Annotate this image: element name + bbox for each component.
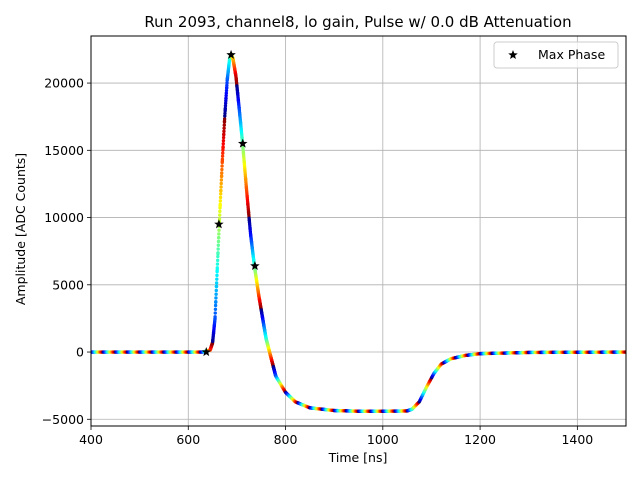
max-phase-star	[237, 138, 248, 148]
x-tick-label: 1400	[561, 432, 593, 447]
pulse-dot	[221, 135, 226, 140]
y-axis-ticks: −5000 0 5000 10000 15000 20000	[42, 76, 91, 427]
pulse-dot	[220, 167, 224, 172]
pulse-dot	[217, 228, 221, 232]
pulse-dot	[217, 232, 221, 236]
pulse-dot	[215, 273, 219, 278]
pulse-dot	[220, 154, 225, 158]
pulse-dot	[218, 202, 222, 207]
pulse-dot	[221, 138, 226, 143]
pulse-dot	[219, 181, 223, 186]
pulse-dot	[213, 303, 218, 308]
pulse-dot	[214, 292, 218, 296]
y-tick-label: 10000	[44, 210, 84, 225]
pulse-dot	[223, 111, 227, 116]
pulse-dot	[215, 266, 220, 270]
pulse-dot	[224, 88, 229, 93]
x-axis-label: Time [ns]	[328, 450, 388, 465]
max-phase-star	[214, 219, 224, 229]
pulse-dot	[216, 239, 221, 244]
max-phase-markers	[201, 49, 260, 357]
pulse-dot	[223, 104, 228, 108]
pulse-dot	[224, 91, 229, 95]
pulse-dot	[219, 192, 223, 196]
pulse-dot	[215, 277, 219, 281]
y-tick-label: 15000	[44, 143, 84, 158]
pulse-dot	[216, 247, 220, 251]
pulse-dots	[91, 52, 626, 413]
pulse-dot	[218, 199, 223, 203]
pulse-dot	[222, 129, 226, 134]
pulse-dot	[220, 171, 224, 175]
pulse-dot	[222, 132, 226, 137]
max-phase-star	[226, 49, 236, 59]
pulse-dot	[213, 311, 217, 315]
pulse-dot	[216, 243, 221, 247]
plot-frame	[90, 35, 627, 427]
pulse-dot	[214, 284, 219, 288]
pulse-dot	[222, 117, 227, 121]
pulse-dot	[214, 296, 218, 300]
chart-title: Run 2093, channel8, lo gain, Pulse w/ 0.…	[144, 13, 571, 31]
pulse-dot	[216, 254, 220, 259]
pulse-dot-group	[91, 52, 626, 413]
pulse-dot	[220, 157, 225, 161]
x-axis-ticks: 400 600 800 1000 1200 1400	[79, 426, 593, 447]
pulse-dot	[224, 93, 228, 98]
legend: Max Phase	[493, 41, 619, 69]
pulse-dot	[220, 164, 224, 168]
pulse-dot	[222, 126, 226, 130]
pulse-dot	[217, 213, 222, 217]
pulse-dot	[213, 307, 218, 311]
pulse-dot	[215, 262, 220, 266]
pulse-dot	[225, 81, 229, 85]
pulse-dot	[219, 178, 224, 182]
pulse-dot	[225, 83, 229, 88]
max-phase-star	[201, 347, 212, 357]
pulse-dot	[216, 251, 220, 255]
pulse-dot	[214, 281, 219, 285]
y-axis-label: Amplitude [ADC Counts]	[13, 153, 28, 305]
pulse-dot	[218, 209, 222, 214]
y-tick-label: −5000	[42, 412, 84, 427]
grid	[90, 36, 626, 426]
pulse-dot	[213, 315, 217, 319]
pulse-dot	[223, 114, 227, 118]
pulse-dot	[224, 96, 228, 100]
legend-entry-max-phase: Max Phase	[538, 47, 605, 62]
pulse-dot	[216, 236, 221, 240]
x-tick-label: 600	[176, 432, 200, 447]
x-tick-label: 800	[274, 432, 298, 447]
pulse-dot	[218, 195, 223, 200]
y-tick-label: 20000	[44, 76, 84, 91]
legend-star-icon	[508, 50, 518, 60]
pulse-dot	[219, 188, 223, 193]
pulse-dot	[214, 288, 218, 293]
pulse-dot	[217, 217, 222, 221]
pulse-dot	[223, 101, 228, 105]
pulse-dot	[222, 123, 226, 127]
pulse-dot	[214, 300, 218, 304]
max-phase-star	[250, 260, 260, 271]
pulse-dot	[221, 151, 225, 155]
y-tick-label: 5000	[52, 277, 84, 292]
y-tick-label: 0	[76, 345, 84, 360]
pulse-dot	[223, 106, 228, 111]
x-tick-label: 1000	[367, 432, 399, 447]
pulse-dot	[221, 145, 225, 149]
x-tick-label: 1200	[464, 432, 496, 447]
pulse-dot	[219, 174, 224, 178]
x-tick-label: 400	[79, 432, 103, 447]
legend-box	[493, 41, 619, 69]
pulse-dot	[215, 258, 220, 263]
pulse-dot	[219, 185, 223, 189]
pulse-dot	[221, 142, 225, 146]
